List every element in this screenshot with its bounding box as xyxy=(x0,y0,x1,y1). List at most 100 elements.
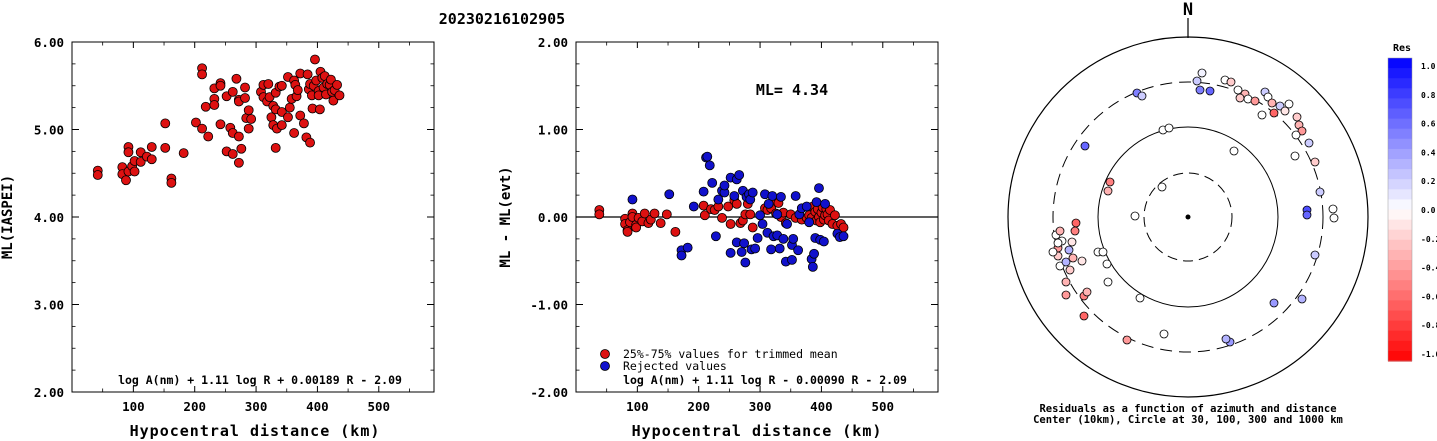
ml-distance-x-tick-label: 100 xyxy=(122,399,145,414)
ml-data-point xyxy=(246,114,257,124)
rejected-residual-point xyxy=(820,198,831,209)
colorbar-tick-label: 0.6 xyxy=(1421,120,1436,129)
accepted-residual-point xyxy=(661,209,672,220)
rejected-residual-point xyxy=(736,247,747,257)
residual-distance-x-axis-label: Hypocentral distance (km) xyxy=(632,422,883,440)
rejected-residual-point xyxy=(763,198,774,209)
rejected-residual-point xyxy=(793,245,804,256)
colorbar-cell xyxy=(1388,249,1412,261)
station-marker xyxy=(1292,112,1302,122)
ml-data-point xyxy=(314,104,325,115)
station-marker xyxy=(1105,177,1115,187)
distance-ring-300km xyxy=(1052,81,1324,353)
ml-data-point xyxy=(197,123,207,134)
colorbar-cell xyxy=(1388,290,1412,301)
accepted-residual-point xyxy=(830,210,840,221)
residual-distance-ticks: 100 200 300 400 500 -2.00 -1.00 0.00 1.00 2.00 xyxy=(530,35,938,414)
station-marker xyxy=(1071,218,1081,228)
ml-data-point xyxy=(231,73,242,84)
accepted-residual-point xyxy=(649,208,660,219)
rejected-residual-point xyxy=(801,201,812,212)
station-marker xyxy=(1315,187,1325,197)
rejected-residual-point xyxy=(702,151,713,162)
ml-data-point xyxy=(233,131,244,142)
ml-data-point xyxy=(270,142,281,153)
colorbar-tick-label: -0.6 xyxy=(1421,292,1437,301)
colorbar-cell xyxy=(1388,330,1412,342)
north-label: N xyxy=(1183,0,1193,20)
station-marker xyxy=(1055,226,1065,236)
station-marker xyxy=(1329,213,1339,223)
station-marker xyxy=(1077,256,1087,266)
residual-distance-y-tick-label: 1.00 xyxy=(538,123,568,138)
station-marker xyxy=(1103,277,1113,287)
ml-data-point xyxy=(334,90,345,101)
ml-distance-x-axis-label: Hypocentral distance (km) xyxy=(130,422,381,440)
ml-data-point xyxy=(283,112,293,123)
station-marker xyxy=(1157,182,1167,192)
station-marker xyxy=(1053,238,1063,248)
colorbar-tick-label: -0.2 xyxy=(1421,235,1437,244)
accepted-residual-point xyxy=(631,222,642,233)
ml-data-point xyxy=(305,137,315,148)
station-marker xyxy=(1130,211,1140,221)
colorbar-cell xyxy=(1388,78,1412,89)
ml-data-point xyxy=(263,79,274,89)
residual-distance-y-tick-label: 0.00 xyxy=(538,210,568,225)
ml-data-point xyxy=(295,110,306,121)
azimuth-residual-map: N Residuals as a function of azimuth and… xyxy=(1007,0,1369,426)
rejected-residual-point xyxy=(838,231,849,242)
station-marker xyxy=(1291,130,1301,140)
residual-distance-y-tick-label: 2.00 xyxy=(538,35,568,50)
ml-data-point xyxy=(123,147,134,158)
ml-data-point xyxy=(284,102,295,113)
colorbar-cell xyxy=(1388,58,1412,69)
ml-data-point xyxy=(146,154,157,165)
rejected-residual-point xyxy=(776,191,786,202)
rejected-residual-point xyxy=(676,250,687,261)
rejected-residual-point xyxy=(774,243,785,254)
rejected-residual-point xyxy=(719,180,730,191)
ml-data-point xyxy=(215,80,226,91)
colorbar-tick-label: 1.0 xyxy=(1421,62,1436,71)
colorbar-cell xyxy=(1388,239,1412,251)
rejected-residual-point xyxy=(755,210,765,221)
colorbar-cell xyxy=(1388,108,1412,120)
legend-marker-rejected xyxy=(600,361,610,371)
rejected-residual-point xyxy=(698,186,709,197)
ml-distance-x-tick-label: 400 xyxy=(306,399,329,414)
colorbar-cell xyxy=(1388,169,1412,180)
rejected-residual-point xyxy=(811,197,822,208)
rejected-residual-point xyxy=(627,194,638,205)
residual-distance-x-tick-label: 300 xyxy=(749,399,772,414)
colorbar-cell xyxy=(1388,270,1412,281)
station-marker xyxy=(1250,96,1260,106)
ml-data-point xyxy=(209,100,220,110)
colorbar-cell xyxy=(1388,320,1412,332)
accepted-residual-point xyxy=(747,222,758,233)
residual-distance-x-tick-label: 100 xyxy=(626,399,649,414)
ml-distance-formula: log A(nm) + 1.11 log R + 0.00189 R - 2.0… xyxy=(118,373,402,387)
ml-distance-plot-frame xyxy=(71,41,435,393)
station-marker xyxy=(1221,334,1231,344)
rejected-residual-point xyxy=(788,233,799,244)
ml-data-point xyxy=(236,143,247,154)
colorbar-cell xyxy=(1388,148,1412,160)
rejected-residual-point xyxy=(787,254,797,265)
epicenter-marker xyxy=(1185,214,1191,220)
residual-distance-formula: log A(nm) + 1.11 log R - 0.00090 R - 2.0… xyxy=(623,373,907,387)
ml-data-point xyxy=(233,157,244,168)
station-marker xyxy=(1164,123,1174,133)
rejected-residual-point xyxy=(747,187,758,198)
accepted-residual-point xyxy=(717,212,727,223)
residual-distance-x-tick-label: 500 xyxy=(871,399,894,414)
accepted-residual-point xyxy=(745,209,756,220)
colorbar-cell xyxy=(1388,179,1412,190)
station-marker xyxy=(1103,186,1113,196)
station-marker xyxy=(1290,151,1300,161)
colorbar-cell xyxy=(1388,189,1412,200)
station-marker xyxy=(1310,157,1320,167)
accepted-residual-point xyxy=(670,226,681,237)
ml-data-point xyxy=(178,148,189,159)
colorbar-cell xyxy=(1388,88,1412,99)
